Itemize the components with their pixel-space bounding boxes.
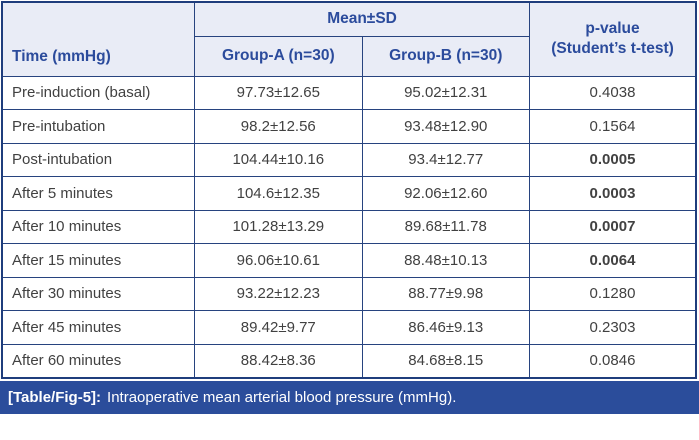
cell-group-a: 89.42±9.77 [194, 310, 363, 345]
cell-p-value: 0.0846 [529, 343, 697, 378]
table-row: After 15 minutes 96.06±10.61 88.48±10.13… [1, 243, 697, 278]
table-row: After 60 minutes 88.42±8.36 84.68±8.15 0… [1, 343, 697, 378]
caption-label: [Table/Fig-5]: [8, 388, 102, 406]
cell-time: Pre-induction (basal) [1, 75, 196, 110]
cell-p-value: 0.0005 [529, 142, 697, 177]
cell-group-a: 93.22±12.23 [194, 276, 363, 311]
col-header-group-b: Group-B (n=30) [361, 35, 531, 77]
cell-time: After 10 minutes [1, 209, 196, 244]
cell-time: After 45 minutes [1, 310, 196, 345]
cell-p-value: 0.0007 [529, 209, 697, 244]
cell-group-a: 97.73±12.65 [194, 75, 363, 110]
table-row: After 5 minutes 104.6±12.35 92.06±12.60 … [1, 176, 697, 211]
cell-p-value: 0.1564 [529, 109, 697, 144]
table-row: Post-intubation 104.44±10.16 93.4±12.77 … [1, 142, 697, 177]
cell-group-b: 93.48±12.90 [361, 109, 531, 144]
blood-pressure-table: Time (mmHg) Mean±SD p-value (Student’s t… [1, 1, 697, 379]
table-caption: [Table/Fig-5]: Intraoperative mean arter… [0, 380, 699, 414]
cell-p-value: 0.0003 [529, 176, 697, 211]
col-header-time: Time (mmHg) [1, 1, 196, 77]
col-header-mean-sd: Mean±SD [194, 1, 530, 37]
cell-group-b: 89.68±11.78 [361, 209, 531, 244]
caption-text: Intraoperative mean arterial blood press… [107, 388, 457, 406]
col-header-group-a: Group-A (n=30) [194, 35, 363, 77]
cell-time: After 5 minutes [1, 176, 196, 211]
cell-time: Pre-intubation [1, 109, 196, 144]
cell-time: After 60 minutes [1, 343, 196, 378]
cell-group-b: 88.48±10.13 [361, 243, 531, 278]
table-row: After 45 minutes 89.42±9.77 86.46±9.13 0… [1, 310, 697, 345]
cell-time: After 30 minutes [1, 276, 196, 311]
cell-group-a: 101.28±13.29 [194, 209, 363, 244]
table-row: After 10 minutes 101.28±13.29 89.68±11.7… [1, 209, 697, 244]
cell-group-a: 104.44±10.16 [194, 142, 363, 177]
col-header-p-value: p-value (Student’s t-test) [529, 1, 697, 77]
cell-time: After 15 minutes [1, 243, 196, 278]
table-row: Pre-induction (basal) 97.73±12.65 95.02±… [1, 75, 697, 110]
cell-group-b: 86.46±9.13 [361, 310, 531, 345]
cell-group-a: 98.2±12.56 [194, 109, 363, 144]
cell-group-a: 88.42±8.36 [194, 343, 363, 378]
cell-group-b: 84.68±8.15 [361, 343, 531, 378]
cell-time: Post-intubation [1, 142, 196, 177]
cell-group-a: 96.06±10.61 [194, 243, 363, 278]
cell-p-value: 0.1280 [529, 276, 697, 311]
table-row: After 30 minutes 93.22±12.23 88.77±9.98 … [1, 276, 697, 311]
cell-group-b: 92.06±12.60 [361, 176, 531, 211]
table-row: Pre-intubation 98.2±12.56 93.48±12.90 0.… [1, 109, 697, 144]
cell-p-value: 0.4038 [529, 75, 697, 110]
cell-p-value: 0.2303 [529, 310, 697, 345]
table-body: Pre-induction (basal) 97.73±12.65 95.02±… [1, 75, 697, 378]
cell-group-b: 88.77±9.98 [361, 276, 531, 311]
table-header: Time (mmHg) Mean±SD p-value (Student’s t… [1, 1, 697, 77]
cell-p-value: 0.0064 [529, 243, 697, 278]
cell-group-b: 95.02±12.31 [361, 75, 531, 110]
cell-group-b: 93.4±12.77 [361, 142, 531, 177]
cell-group-a: 104.6±12.35 [194, 176, 363, 211]
